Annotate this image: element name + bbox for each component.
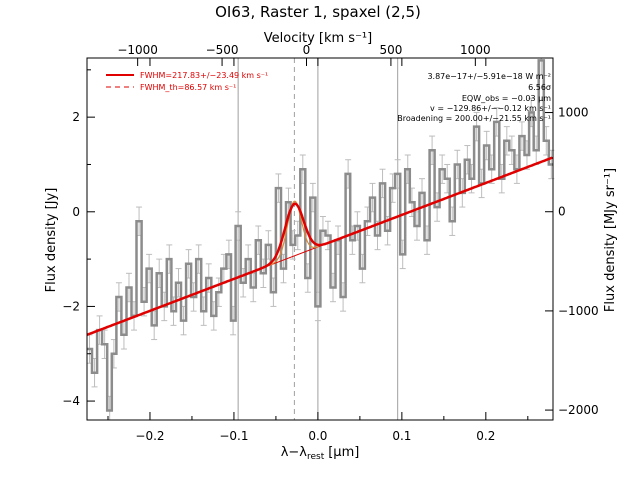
- y-tick-label-0: −4: [62, 394, 80, 408]
- y2-tick-label-2: 0: [558, 205, 566, 219]
- fit-curve: [86, 156, 553, 336]
- axis-ticks: −0.2 −0.1 0.0 0.1 0.2 −1000 −500 0 500 1000 −4 −2 0 2…: [62, 43, 598, 443]
- x2-tick-label-2: 0: [303, 43, 311, 57]
- y2-axis-label: Flux density [MJy sr⁻¹]: [603, 168, 618, 312]
- chart-title: OI63, Raster 1, spaxel (2,5): [215, 3, 421, 21]
- x-axis-label-sub: rest: [307, 452, 325, 462]
- fit-annotations: 3.87e−17+/−5.91e−18 W m⁻² 6.56σ EQW_obs …: [397, 72, 551, 123]
- y2-tick-label-1: −1000: [558, 304, 599, 318]
- legend: FWHM=217.83+/−23.49 km s⁻¹ FWHM_th=86.57…: [106, 71, 268, 92]
- x-tick-label-0: −0.2: [135, 429, 164, 443]
- y2-tick-label-3: 1000: [558, 106, 589, 120]
- y-axis-label: Flux density [Jy]: [44, 188, 59, 293]
- top-axis-label: Velocity [km s⁻¹]: [264, 31, 372, 46]
- x2-tick-label-3: 500: [379, 43, 402, 57]
- x2-tick-label-0: −1000: [117, 43, 158, 57]
- x-axis-label: λ−λrest [μm]: [281, 445, 360, 462]
- annotation-sigma: 6.56σ: [528, 83, 551, 92]
- x-axis-label-main: λ−λ: [281, 445, 308, 460]
- x2-tick-label-4: 1000: [460, 43, 491, 57]
- x-tick-label-1: −0.1: [219, 429, 248, 443]
- annotation-eqw: EQW_obs = −0.03 μm: [462, 94, 551, 103]
- data-spectrum: [87, 59, 553, 412]
- annotation-velocity: v = −129.86+/−−0.12 km s⁻¹: [430, 104, 551, 113]
- x-tick-label-2: 0.0: [308, 429, 327, 443]
- x-axis-label-unit: [μm]: [328, 445, 359, 460]
- plot-frame: [86, 57, 554, 421]
- y2-tick-label-0: −2000: [558, 403, 599, 417]
- data-layer: [86, 57, 555, 421]
- y-tick-label-2: 0: [72, 205, 80, 219]
- annotation-line-flux: 3.87e−17+/−5.91e−18 W m⁻²: [427, 72, 551, 81]
- x2-tick-label-1: −500: [206, 43, 239, 57]
- x-tick-label-4: 0.2: [476, 429, 495, 443]
- legend-label-fwhm: FWHM=217.83+/−23.49 km s⁻¹: [140, 71, 268, 80]
- x-tick-label-3: 0.1: [392, 429, 411, 443]
- legend-label-fwhm-th: FWHM_th=86.57 km s⁻¹: [140, 83, 236, 92]
- theoretical-profile: [268, 200, 319, 266]
- y-tick-label-3: 2: [72, 110, 80, 124]
- y-tick-label-1: −2: [62, 299, 80, 313]
- annotation-broadening: Broadening = 200.00+/−21.55 km s⁻¹: [397, 114, 551, 123]
